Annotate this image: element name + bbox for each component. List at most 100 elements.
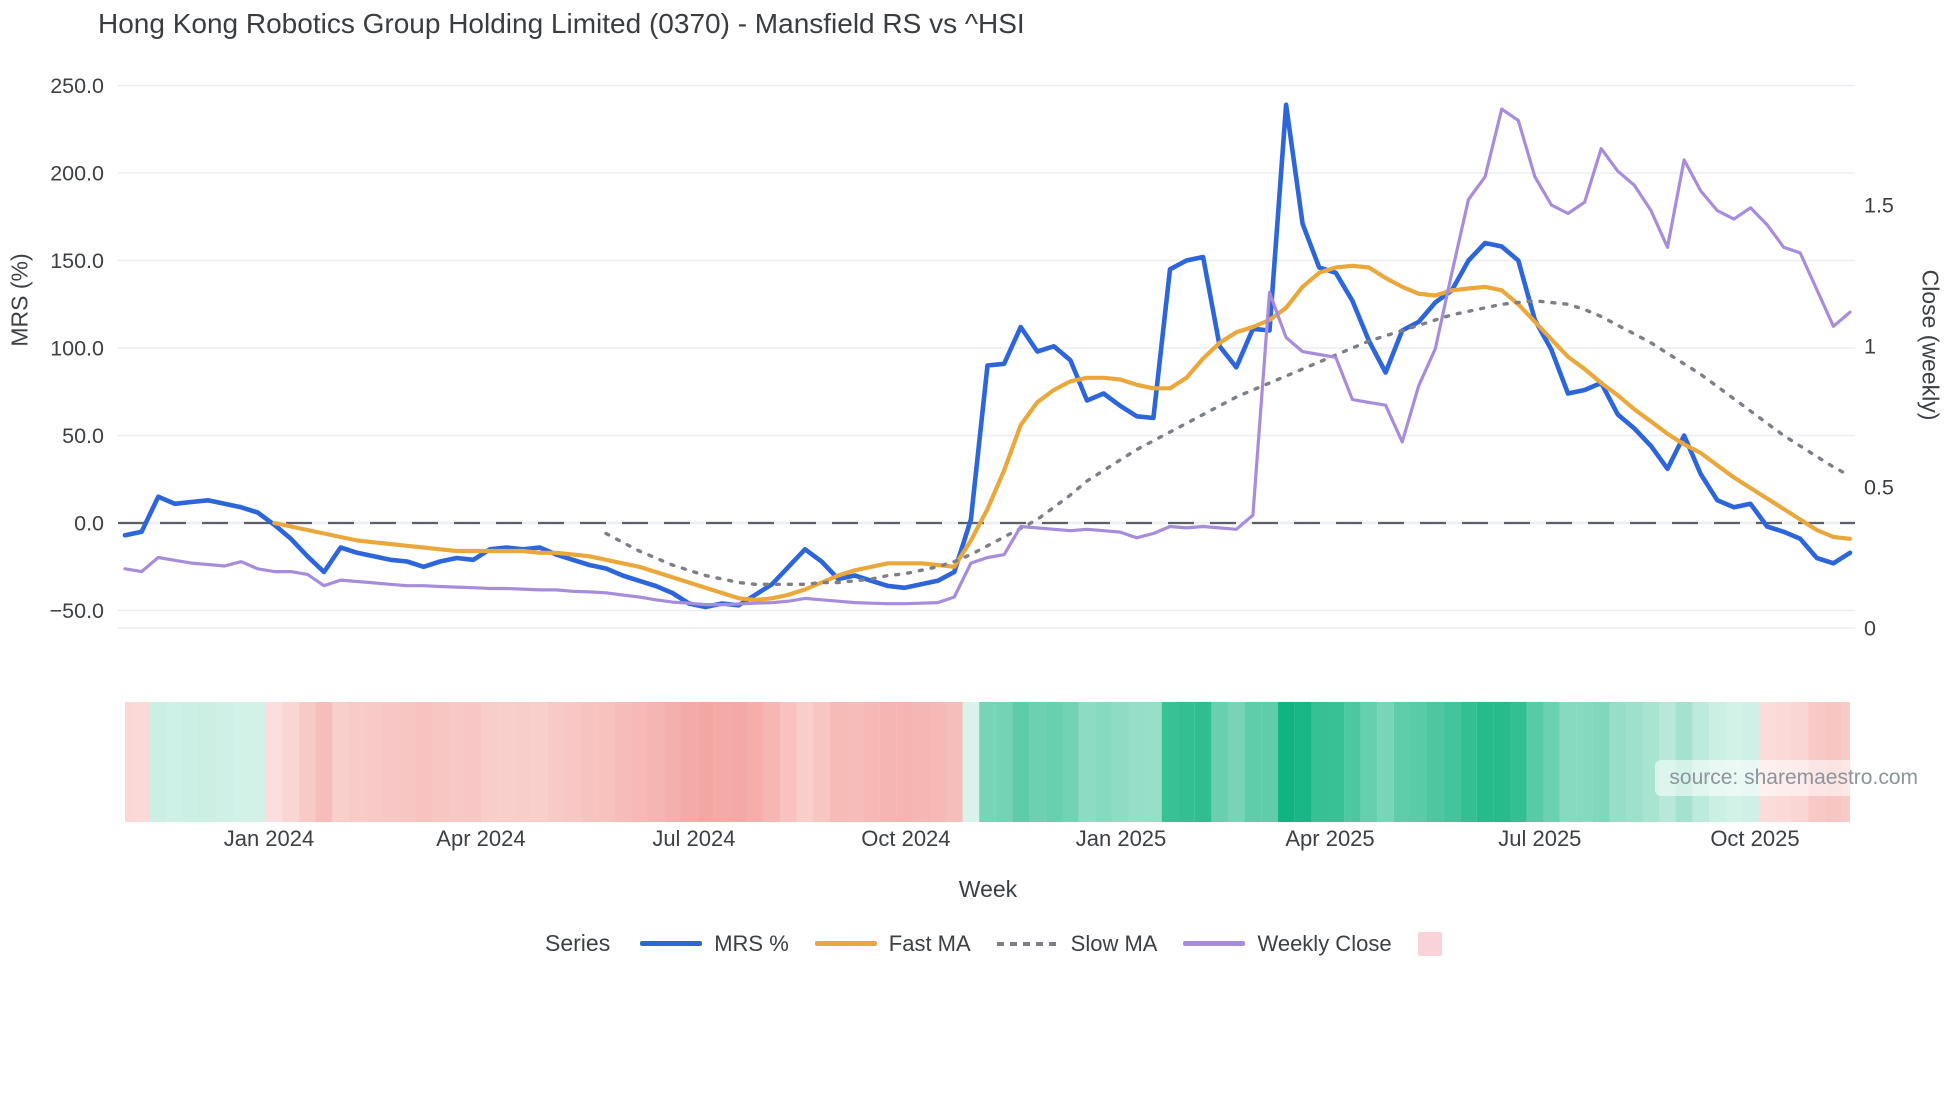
band-cell <box>1443 702 1461 822</box>
legend: Series MRS % Fast MA Slow MA Weekly Close <box>545 930 1442 957</box>
band-cell <box>199 702 217 822</box>
band-cell <box>1427 702 1444 822</box>
y-left-tick-label: 0.0 <box>74 512 104 536</box>
band-cell <box>647 702 665 822</box>
band-cell <box>1393 702 1411 822</box>
band-cell <box>747 702 764 822</box>
y-right-tick-label: 0.5 <box>1864 476 1894 500</box>
band-cell <box>548 702 565 822</box>
band-cell <box>614 702 631 822</box>
band-cell <box>1161 702 1179 822</box>
legend-item-label: Slow MA <box>1070 930 1158 956</box>
band-cell <box>597 702 615 822</box>
band-cell <box>1045 702 1063 822</box>
band-cell <box>697 702 714 822</box>
band-cell <box>846 702 864 822</box>
legend-item-label: Weekly Close <box>1257 930 1392 956</box>
band-cell <box>232 702 250 822</box>
band-cell <box>1460 702 1477 822</box>
band-cell <box>1476 702 1494 822</box>
band-cell <box>946 702 963 822</box>
legend-item-slow-ma[interactable]: Slow MA <box>996 930 1158 957</box>
legend-item-band[interactable] <box>1417 931 1442 956</box>
legend-swatch-slow-ma-icon <box>996 941 1059 946</box>
y-left-tick-label: 250.0 <box>50 74 104 98</box>
band-cell <box>581 702 598 822</box>
band-cell <box>1078 702 1096 822</box>
band-cell <box>1626 702 1643 822</box>
band-cell <box>1360 702 1378 822</box>
series-line-mrs <box>122 102 1853 610</box>
band-cell <box>995 702 1013 822</box>
band-cell <box>348 702 366 822</box>
band-cell <box>183 702 200 822</box>
x-tick-label: Apr 2024 <box>436 826 525 851</box>
band-cell <box>266 702 283 822</box>
band-cell <box>1493 702 1510 822</box>
band-cell <box>1277 702 1295 822</box>
y-right-tick-label: 0 <box>1864 617 1876 641</box>
band-cell <box>1228 702 1245 822</box>
y-left-tick-label: 50.0 <box>62 424 104 448</box>
band-cell <box>630 702 648 822</box>
band-cell <box>282 702 300 822</box>
band-cell <box>664 702 681 822</box>
band-cell <box>1062 702 1079 822</box>
band-cell <box>1211 702 1228 822</box>
x-tick-label: Jan 2025 <box>1076 826 1167 851</box>
x-tick-label: Jan 2024 <box>224 826 315 851</box>
band-cell <box>1609 702 1627 822</box>
band-cell <box>498 702 515 822</box>
band-cell <box>1377 702 1394 822</box>
band-cell <box>481 702 499 822</box>
y-right-tick-label: 1 <box>1864 335 1876 359</box>
series-line-slow-ma <box>604 299 1852 586</box>
x-axis-title: Week <box>958 876 1018 902</box>
band-cell <box>763 702 781 822</box>
series-line-weekly-close <box>123 107 1852 607</box>
x-tick-label: Jul 2025 <box>1498 826 1581 851</box>
band-cell <box>962 702 980 822</box>
band-cell <box>879 702 897 822</box>
band-cell <box>332 702 349 822</box>
x-tick-label: Jul 2024 <box>652 826 735 851</box>
band-cell <box>1543 702 1560 822</box>
y-left-tick-label: 150.0 <box>50 249 104 273</box>
band-cell <box>1410 702 1428 822</box>
band-cell <box>796 702 814 822</box>
legend-item-fast-ma[interactable]: Fast MA <box>814 930 971 957</box>
legend-swatch-band-icon <box>1417 931 1442 956</box>
band-cell <box>249 702 266 822</box>
band-cell <box>1012 702 1029 822</box>
band-cell <box>929 702 946 822</box>
band-cell <box>514 702 532 822</box>
legend-item-mrs[interactable]: MRS % <box>640 931 789 957</box>
y-left-tick-label: 200.0 <box>50 162 104 186</box>
y-axis-title-right: Close (weekly) <box>1917 269 1944 421</box>
band-cell <box>912 702 930 822</box>
band-cell <box>133 702 150 822</box>
legend-item-label: MRS % <box>714 930 789 956</box>
band-cell <box>315 702 333 822</box>
band-cell <box>1178 702 1195 822</box>
band-cell <box>1344 702 1361 822</box>
band-cell <box>382 702 399 822</box>
band-cell <box>166 702 184 822</box>
band-cell <box>730 702 747 822</box>
band-cell <box>531 702 548 822</box>
band-cell <box>1592 702 1610 822</box>
band-cell <box>299 702 316 822</box>
band-cell <box>149 702 167 822</box>
legend-item-label: Fast MA <box>888 930 971 956</box>
legend-swatch-fast-ma-icon <box>814 941 877 946</box>
legend-item-weekly-close[interactable]: Weekly Close <box>1183 930 1392 957</box>
chart-title: Hong Kong Robotics Group Holding Limited… <box>98 8 1025 39</box>
band-cell <box>780 702 797 822</box>
band-cell <box>1526 702 1544 822</box>
band-cell <box>863 702 880 822</box>
legend-swatch-mrs-icon <box>640 941 703 946</box>
band-cell <box>1261 702 1278 822</box>
legend-title: Series <box>545 930 611 956</box>
